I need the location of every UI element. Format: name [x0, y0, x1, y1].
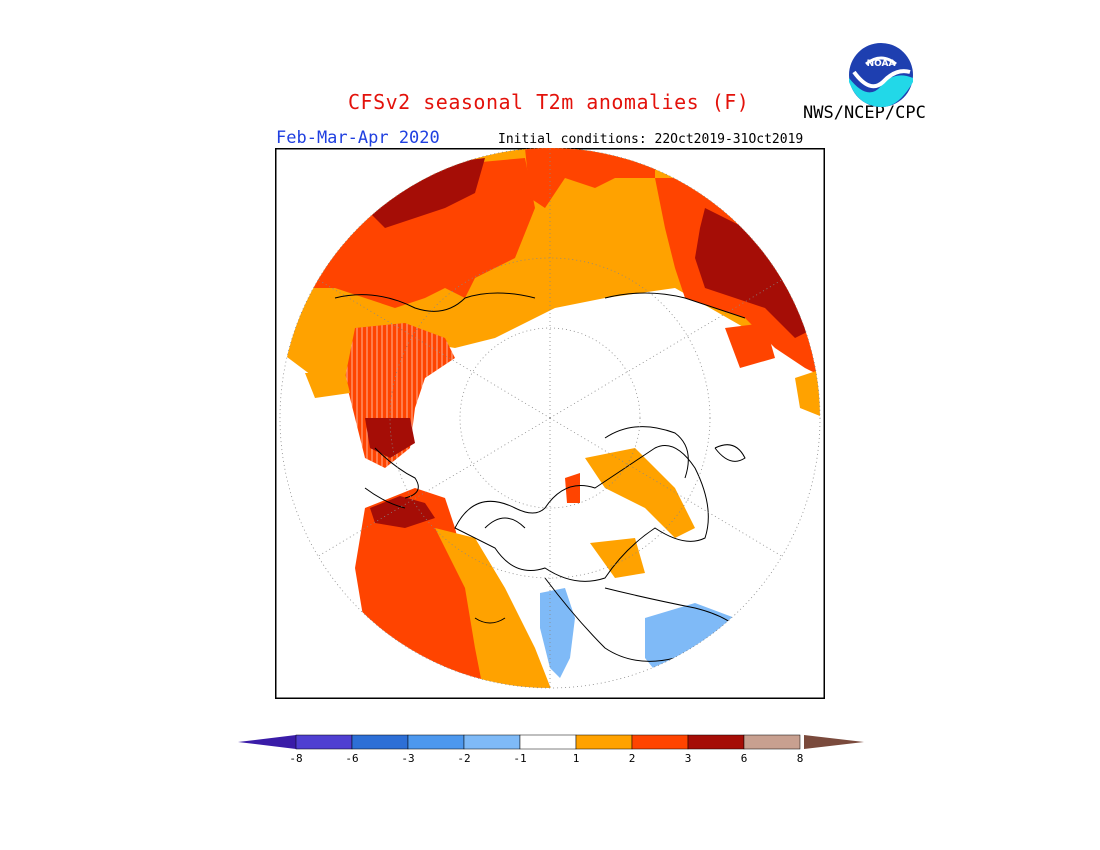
- anomaly-region-darkred-top: [365, 158, 485, 228]
- anomaly-region-atlantic-orange: [305, 373, 350, 398]
- anomaly-region-blue-left: [540, 588, 575, 678]
- legend-tick-label: 1: [572, 752, 580, 765]
- legend-tick-label: -6: [345, 752, 359, 765]
- legend-color-box: [687, 734, 745, 750]
- legend-tick-label: -3: [401, 752, 415, 765]
- anomaly-map: [275, 148, 825, 699]
- legend-tick-label: -1: [513, 752, 527, 765]
- legend-color-box: [295, 734, 353, 750]
- anomaly-region-siberia-red: [565, 473, 580, 503]
- legend-tick-label: 3: [684, 752, 692, 765]
- anomaly-region-alaska-darkred: [370, 496, 435, 528]
- legend-tick-label: -2: [457, 752, 471, 765]
- legend-arrow-high: [804, 735, 864, 749]
- legend-arrow-low: [238, 735, 296, 749]
- noaa-logo: NOAA: [849, 43, 913, 108]
- legend-color-box: [575, 734, 633, 750]
- legend-tick-label: 6: [740, 752, 748, 765]
- anomaly-region-red-nw: [295, 158, 535, 308]
- legend-tick-label: 8: [796, 752, 804, 765]
- legend-color-box: [351, 734, 409, 750]
- legend-color-box: [407, 734, 465, 750]
- legend-tick-label: 2: [628, 752, 636, 765]
- anomaly-region-east-red-patch: [725, 323, 775, 368]
- anomaly-region-red-top: [525, 148, 655, 208]
- anomaly-region-darkred-east: [695, 208, 815, 338]
- legend-color-box: [743, 734, 801, 750]
- legend-color-box: [463, 734, 521, 750]
- color-legend: [238, 734, 864, 750]
- anomaly-region-siberia-orange2: [590, 538, 645, 578]
- anomaly-region-namerica-orange: [435, 528, 555, 688]
- season-label: Feb-Mar-Apr 2020: [276, 128, 440, 148]
- noaa-logo-text: NOAA: [867, 59, 896, 69]
- agency-label: NWS/NCEP/CPC: [803, 103, 926, 123]
- legend-tick-label: -8: [289, 752, 303, 765]
- anomaly-region-greenland-darkred: [365, 418, 415, 458]
- map-title: CFSv2 seasonal T2m anomalies (F): [348, 90, 750, 114]
- initial-conditions-label: Initial conditions: 22Oct2019-31Oct2019: [498, 132, 804, 147]
- legend-color-box: [631, 734, 689, 750]
- anomaly-region-siberia-orange: [585, 448, 695, 538]
- legend-color-box: [519, 734, 577, 750]
